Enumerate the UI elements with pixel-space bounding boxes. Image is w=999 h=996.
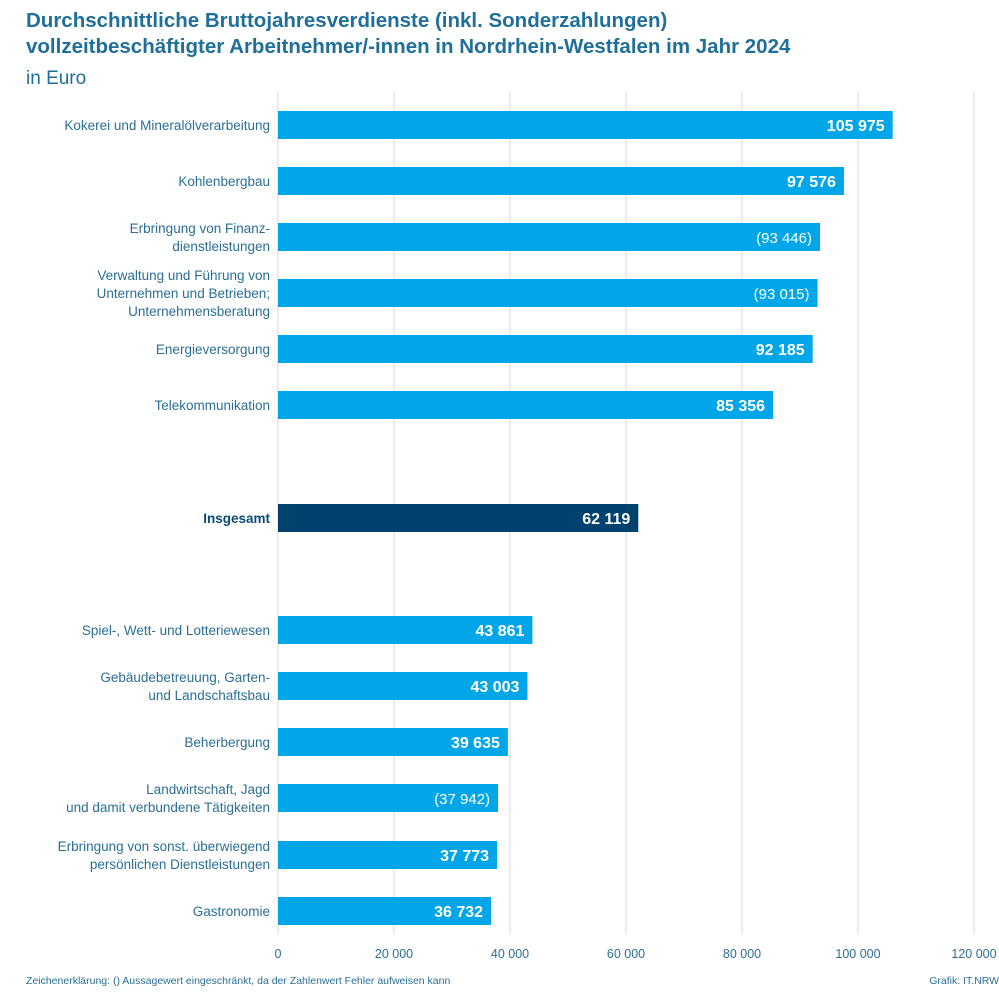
category-label: Telekommunikation — [154, 398, 270, 413]
bar-value-label: 92 185 — [756, 342, 805, 359]
x-tick-label: 0 — [275, 947, 282, 961]
category-label: Landwirtschaft, Jagd und damit verbundene… — [66, 782, 270, 815]
category-label: Kohlenbergbau — [178, 174, 270, 189]
category-label: Erbringung von Finanz-dienstleistungen — [130, 221, 270, 254]
category-label: Beherbergung — [184, 735, 270, 750]
category-label-line: Spiel-, Wett- und Lotteriewesen — [82, 623, 270, 638]
bar — [278, 897, 492, 925]
bar — [278, 504, 639, 532]
category-label: Erbringung von sonst. überwiegend persönl… — [58, 839, 270, 872]
bar — [278, 167, 844, 195]
category-label: Spiel-, Wett- und Lotteriewesen — [82, 623, 270, 638]
category-label-line: dienstleistungen — [172, 239, 270, 254]
category-label: Gastronomie — [193, 904, 270, 919]
category-label-line: Erbringung von sonst. überwiegend — [58, 839, 270, 854]
bar — [278, 223, 820, 251]
bar-value-label: 97 576 — [787, 174, 836, 191]
bar — [278, 335, 813, 363]
category-label-line: Beherbergung — [184, 735, 270, 750]
x-tick-label: 80 000 — [723, 947, 761, 961]
category-label-line: Gastronomie — [193, 904, 270, 919]
category-label-line: Telekommunikation — [154, 398, 270, 413]
x-tick-label: 60 000 — [607, 947, 645, 961]
x-tick-label: 100 000 — [835, 947, 880, 961]
category-label: Insgesamt — [203, 511, 270, 526]
bar-value-label: 39 635 — [451, 735, 500, 752]
category-label-line: Landwirtschaft, Jagd — [146, 782, 270, 797]
bar-value-label: 37 773 — [440, 848, 489, 865]
category-label: Verwaltung und Führung von Unternehmen un… — [97, 268, 270, 319]
category-label-line: Energieversorgung — [156, 342, 270, 357]
bar-value-label: 43 003 — [470, 679, 519, 696]
bar-value-label: 105 975 — [827, 118, 885, 135]
category-label-line: persönlichen Dienstleistungen — [90, 857, 270, 872]
chart-subtitle: in Euro — [26, 68, 87, 89]
bar-value-label: 36 732 — [434, 904, 483, 921]
bar-value-label: 62 119 — [582, 511, 630, 528]
category-label-line: Erbringung von Finanz- — [130, 221, 270, 236]
bar — [278, 616, 533, 644]
bar-value-label: 85 356 — [716, 398, 765, 415]
chart-title: Durchschnittliche Bruttojahresverdienste… — [26, 8, 986, 60]
x-tick-label: 40 000 — [491, 947, 529, 961]
x-tick-label: 120 000 — [951, 947, 996, 961]
bar-value-label: (93 015) — [754, 286, 810, 303]
category-label: Gebäudebetreuung, Garten-und Landschafts… — [100, 670, 270, 703]
category-label: Kokerei und Mineralölverarbeitung — [64, 118, 270, 133]
chart-title-line-1: Durchschnittliche Bruttojahresverdienste… — [26, 9, 668, 32]
bar — [278, 841, 498, 869]
bar-value-label: (93 446) — [756, 230, 812, 247]
category-label-line: Kokerei und Mineralölverarbeitung — [64, 118, 270, 133]
bar-value-label: (37 942) — [434, 791, 490, 808]
footnote: Zeichenerklärung: () Aussagewert eingesc… — [26, 975, 451, 987]
x-tick-label: 20 000 — [375, 947, 413, 961]
category-label-line: und Landschaftsbau — [148, 688, 270, 703]
bar — [278, 111, 893, 139]
bar — [278, 784, 499, 812]
chart-title-line-2: vollzeitbeschäftigter Arbeitnehmer/-inne… — [26, 35, 791, 58]
category-label-line: Gebäudebetreuung, Garten- — [100, 670, 270, 685]
category-label-line: und damit verbundene Tätigkeiten — [66, 800, 270, 815]
source-credit: Grafik: IT.NRW — [929, 975, 999, 987]
category-label: Energieversorgung — [156, 342, 270, 357]
bar — [278, 672, 528, 700]
category-label-line: Verwaltung und Führung von — [97, 268, 270, 283]
category-label-line: Kohlenbergbau — [178, 174, 270, 189]
category-label-line: Insgesamt — [203, 511, 270, 526]
bar — [278, 279, 818, 307]
bar-value-label: 43 861 — [475, 623, 524, 640]
bar — [278, 728, 508, 756]
bar — [278, 391, 774, 419]
category-label-line: Unternehmen und Betrieben; — [97, 286, 270, 301]
category-label-line: Unternehmensberatung — [128, 304, 270, 319]
